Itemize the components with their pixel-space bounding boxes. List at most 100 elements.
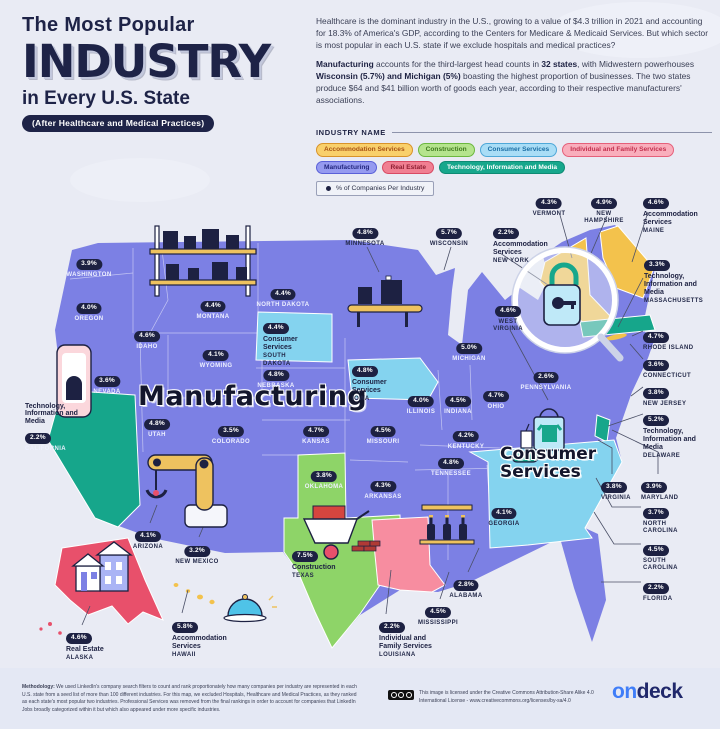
industry-label-AK: Real Estate: [66, 645, 104, 653]
pct-badge-LA: 2.2%: [379, 622, 405, 633]
state-name-MT: MONTANA: [196, 313, 230, 320]
pct-badge-MO: 4.5%: [370, 426, 396, 437]
alaska-island: [48, 622, 52, 626]
alaska-island: [39, 627, 43, 631]
pct-badge-KS: 4.7%: [303, 426, 329, 437]
houses-illustration: [71, 541, 133, 592]
group-label-consumer-services: Consumer Services: [500, 444, 597, 482]
intro-paragraph-2: Manufacturing accounts for the third-lar…: [316, 58, 695, 105]
industry-label-NY: Accommodation Services: [493, 240, 548, 256]
pct-badge-NE: 4.8%: [263, 370, 289, 381]
state-label-AL: 2.8% ALABAMA: [449, 573, 482, 600]
industry-label-LA: Individual and Family Services: [379, 634, 432, 650]
state-name-WV: WEST VIRGINIA: [493, 318, 523, 333]
state-name-TX: TEXAS: [292, 573, 315, 580]
pct-badge-CT: 3.6%: [643, 360, 669, 371]
legend-pill-individual-and-family-services: Individual and Family Services: [562, 143, 675, 157]
state-shape-texas: [283, 452, 403, 649]
pct-badge-FL: 2.2%: [643, 583, 669, 594]
state-name-FL: FLORIDA: [643, 595, 673, 602]
state-name-SC: SOUTH CAROLINA: [643, 557, 678, 572]
state-label-TN: 4.8% TENNESSEE: [431, 451, 471, 478]
state-label-CO: 3.5% COLORADO: [212, 419, 250, 446]
pct-badge-AR: 4.3%: [370, 481, 396, 492]
bg-watermark: [550, 2, 720, 58]
industry-label-SD: Consumer Services: [263, 335, 298, 351]
state-shape-long-island: [605, 333, 627, 341]
state-name-WI: WISCONSIN: [429, 240, 469, 247]
pct-badge-VA: 3.8%: [601, 482, 627, 493]
state-name-ID: IDAHO: [136, 343, 158, 350]
state-label-AK: 4.6% Real Estate ALASKA: [66, 626, 122, 663]
pct-badge-IA: 4.8%: [352, 366, 378, 377]
pct-badge-GA: 4.1%: [491, 508, 517, 519]
state-label-WI: 5.7% WISCONSIN: [430, 221, 468, 248]
legend-pill-construction: Construction: [417, 143, 475, 157]
phone-illustration: [56, 344, 92, 418]
pct-badge-CO: 3.5%: [218, 426, 244, 437]
pct-badge-RI: 4.7%: [643, 332, 669, 343]
state-label-FL: 2.2% FLORIDA: [643, 576, 672, 603]
footer: Methodology: We used LinkedIn's company …: [0, 668, 720, 729]
state-name-ME: MAINE: [643, 228, 665, 235]
state-label-NE: 4.8% NEBRASKA: [257, 363, 294, 390]
percent-dot-icon: [326, 186, 331, 191]
logo-deck: deck: [636, 680, 683, 703]
pct-badge-MT: 4.4%: [200, 301, 226, 312]
state-label-VA: 3.8% VIRGINIA: [601, 475, 631, 502]
legend-pill-manufacturing: Manufacturing: [316, 160, 378, 174]
legend-title: INDUSTRY NAME: [316, 128, 386, 137]
bg-watermark: [70, 158, 210, 202]
state-label-NH: 4.9% NEW HAMPSHIRE: [584, 191, 624, 226]
state-shape-southeast-consumer: [468, 439, 623, 549]
state-label-SC: 4.5% SOUTH CAROLINA: [643, 538, 689, 573]
legend-pill-consumer-services: Consumer Services: [479, 143, 558, 157]
warehouse-shelf-illustration: [149, 225, 257, 297]
intro-text: Healthcare is the dominant industry in t…: [316, 16, 708, 113]
pct-badge-ND: 4.4%: [270, 289, 296, 300]
state-label-ND: 4.4% NORTH DAKOTA: [256, 282, 309, 309]
pct-badge-DE: 5.2%: [643, 415, 669, 426]
intro-paragraph-1: Healthcare is the dominant industry in t…: [316, 16, 708, 50]
state-name-AZ: ARIZONA: [132, 543, 164, 550]
methodology-text: Methodology: We used LinkedIn's company …: [22, 684, 360, 714]
pct-badge-WY: 4.1%: [203, 350, 229, 361]
state-name-SD: SOUTH DAKOTA: [263, 353, 291, 367]
state-name-NH: NEW HAMPSHIRE: [584, 210, 624, 225]
pct-badge-ID: 4.6%: [134, 331, 160, 342]
pct-badge-NM: 3.2%: [184, 546, 210, 557]
pct-badge-IL: 4.0%: [408, 396, 434, 407]
state-name-AR: ARKANSAS: [364, 493, 402, 500]
state-label-AR: 4.3% ARKANSAS: [364, 474, 401, 501]
industry-label-IA: Consumer Services: [352, 378, 387, 394]
state-name-AK: ALASKA: [66, 655, 94, 662]
state-label-WY: 4.1% WYOMING: [200, 343, 233, 370]
state-name-DE: DELAWARE: [643, 452, 681, 459]
state-name-NM: NEW MEXICO: [175, 558, 219, 565]
pct-badge-PA: 2.6%: [533, 372, 559, 383]
state-name-CO: COLORADO: [211, 438, 251, 445]
state-name-LA: LOUISIANA: [379, 652, 416, 659]
state-label-AZ: 4.1% ARIZONA: [133, 524, 163, 551]
state-name-OR: OREGON: [74, 315, 104, 322]
pct-badge-VT: 4.3%: [536, 198, 562, 209]
state-label-DE: 5.2% Technology, Information and Media DEL…: [643, 408, 703, 460]
state-name-WA: WASHINGTON: [66, 271, 112, 278]
state-name-RI: RHODE ISLAND: [643, 344, 694, 351]
state-name-MA: MASSACHUSETTS: [644, 297, 704, 304]
state-label-MI: 5.0% MICHIGAN: [452, 336, 486, 363]
pct-badge-NY: 2.2%: [493, 228, 519, 239]
pct-badge-MD: 3.9%: [641, 482, 667, 493]
state-label-HI: 5.8% Accommodation Services HAWAII: [172, 615, 234, 660]
state-name-KY: KENTUCKY: [447, 443, 485, 450]
industry-label-DE: Technology, Information and Media: [643, 427, 696, 451]
state-name-IL: ILLINOIS: [406, 408, 436, 415]
state-label-NV: 3.6% NEVADA: [93, 369, 120, 396]
state-label-OK: 3.8% OKLAHOMA: [305, 464, 344, 491]
state-name-OK: OKLAHOMA: [304, 483, 344, 490]
state-label-TX: 7.5% Construction TEXAS: [292, 544, 350, 581]
state-name-NY: NEW YORK: [493, 258, 530, 265]
state-label-WV: 4.6% WEST VIRGINIA: [486, 299, 530, 334]
industry-label-ME: Accommodation Services: [643, 210, 698, 226]
